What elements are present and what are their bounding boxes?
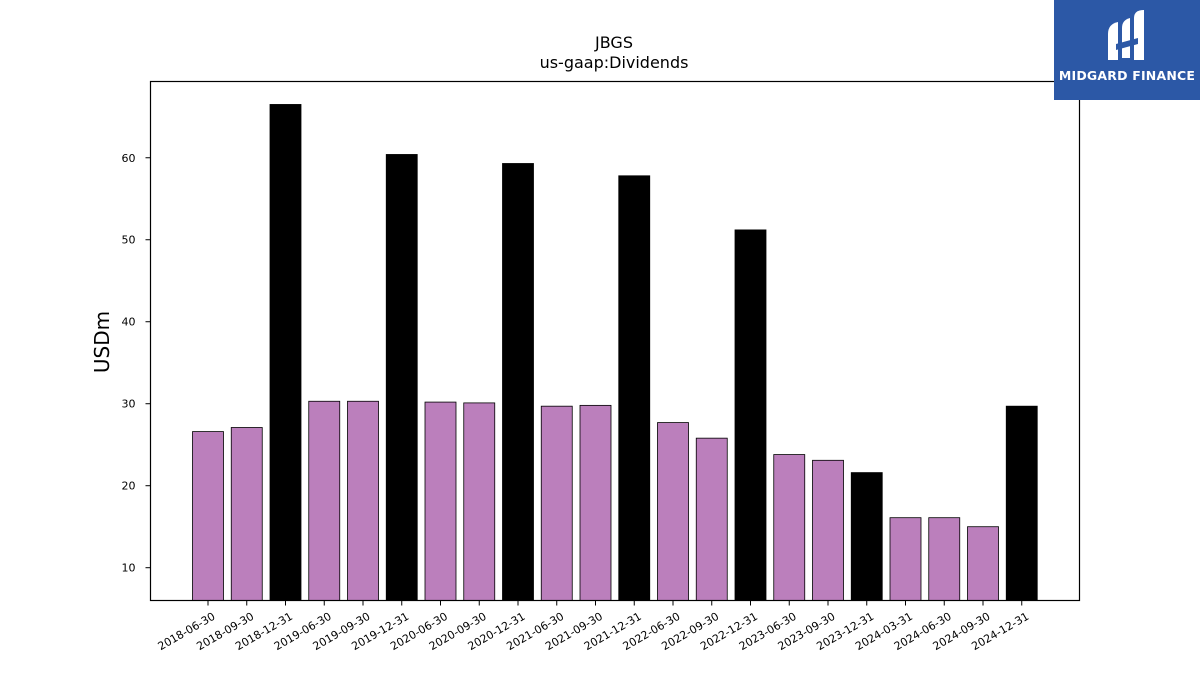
bar-2022-09-30 <box>695 437 728 601</box>
chart-subtitle: us-gaap:Dividends <box>540 53 689 72</box>
bar-2023-06-30 <box>773 454 806 601</box>
bar-2023-12-31 <box>850 472 883 601</box>
y-tick-label: 20 <box>122 480 136 493</box>
brand-name: MIDGARD FINANCE <box>1058 68 1196 83</box>
bar-2019-12-31 <box>385 154 418 601</box>
y-tick-label: 30 <box>122 398 136 411</box>
midgard-finance-logo-icon <box>1108 10 1144 60</box>
bar-2018-12-31 <box>269 104 302 601</box>
bar-2018-06-30 <box>192 431 224 601</box>
bar-2021-06-30 <box>540 405 573 601</box>
bar-2020-12-31 <box>502 163 534 601</box>
bar-2019-09-30 <box>347 400 379 601</box>
bar-2022-12-31 <box>734 229 767 601</box>
bar-2022-06-30 <box>657 422 689 601</box>
y-axis-ticks: 10 20 30 40 50 60 <box>122 152 151 575</box>
bar-2020-06-30 <box>424 401 457 601</box>
bar-2020-09-30 <box>463 402 496 601</box>
bar-2019-06-30 <box>308 400 341 601</box>
y-tick-label: 50 <box>122 234 136 247</box>
y-tick-label: 40 <box>122 316 136 329</box>
chart-title: JBGS <box>594 33 633 52</box>
y-tick-label: 60 <box>122 152 136 165</box>
plot-frame <box>149 80 1081 602</box>
bar-2018-09-30 <box>230 427 263 601</box>
bar-2024-09-30 <box>967 526 999 601</box>
bar-2021-12-31 <box>618 175 651 601</box>
y-tick-label: 10 <box>122 562 136 575</box>
bar-2024-06-30 <box>928 517 961 601</box>
midgard-finance-logo: MIDGARD FINANCE <box>1054 0 1200 100</box>
bar-2021-09-30 <box>579 404 612 601</box>
bar-2024-03-31 <box>889 517 922 601</box>
y-axis-label: USDm <box>90 311 114 373</box>
bar-2024-12-31 <box>1005 405 1038 601</box>
bar-2023-09-30 <box>812 459 844 601</box>
bars-group <box>192 104 1038 601</box>
x-axis-ticks: 2018-06-302018-09-302018-12-312019-06-30… <box>156 600 1031 653</box>
